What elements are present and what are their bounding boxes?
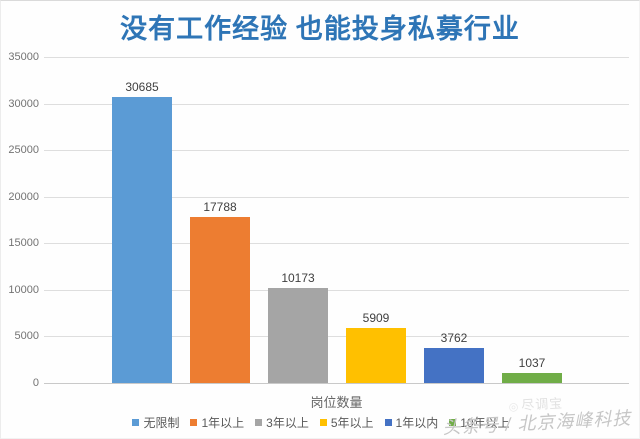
legend-swatch-icon [449,419,457,426]
chart-legend: 无限制 1年以上 3年以上 5年以上 1年以内 10年以上 [1,414,639,431]
y-axis-tick-label: 25000 [8,144,39,157]
legend-swatch-icon [319,419,327,426]
legend-swatch-icon [190,419,198,426]
gridline [44,196,629,198]
bar-data-label: 3762 [440,330,468,345]
legend-swatch-icon [384,419,392,426]
bar-data-label: 5909 [362,310,390,325]
y-axis-tick-label: 10000 [8,283,39,296]
gridline [44,57,629,58]
bar-data-label: 10173 [281,271,315,286]
legend-item-2: 1年以上 [190,414,244,431]
legend-item-5: 1年以内 [384,414,439,431]
legend-item-4: 5年以上 [319,414,374,431]
gridline [44,336,629,338]
bar-无限制 [112,97,172,383]
y-axis-tick-label: 5000 [14,330,39,343]
legend-label: 1年以内 [395,416,439,430]
bar-5年以上 [346,327,406,383]
bar-data-label: 17788 [203,200,237,215]
y-axis-tick-label: 20000 [8,190,39,203]
legend-label: 1年以上 [201,416,245,430]
y-axis-tick-label: 0 [32,377,39,389]
legend-label: 3年以上 [266,416,309,430]
bar-1年以上 [190,217,250,383]
legend-item-1: 无限制 [132,414,179,431]
legend-label: 无限制 [143,416,180,430]
x-axis-title: 岗位数量 [310,395,363,410]
gridline [44,383,629,384]
legend-label: 5年以上 [330,416,374,430]
y-axis-tick-label: 30000 [8,97,39,110]
legend-label: 10年以上 [460,416,510,430]
legend-swatch-icon [132,419,140,426]
bar-1年以内 [424,347,484,383]
gridline [44,243,629,245]
bar-10年以上 [502,373,562,383]
legend-item-6: 10年以上 [449,414,510,431]
bar-data-label: 1037 [518,356,546,371]
chart-title: 没有工作经验 也能投身私募行业 [120,14,520,44]
gridline [44,103,629,105]
gridline [44,150,629,152]
bar-3年以上 [268,288,328,383]
legend-item-3: 3年以上 [255,414,309,431]
bar-data-label: 30685 [125,80,159,95]
y-axis-tick-label: 35000 [8,51,39,63]
legend-swatch-icon [255,419,263,426]
y-axis-tick-label: 15000 [8,237,39,250]
gridline [44,289,629,291]
